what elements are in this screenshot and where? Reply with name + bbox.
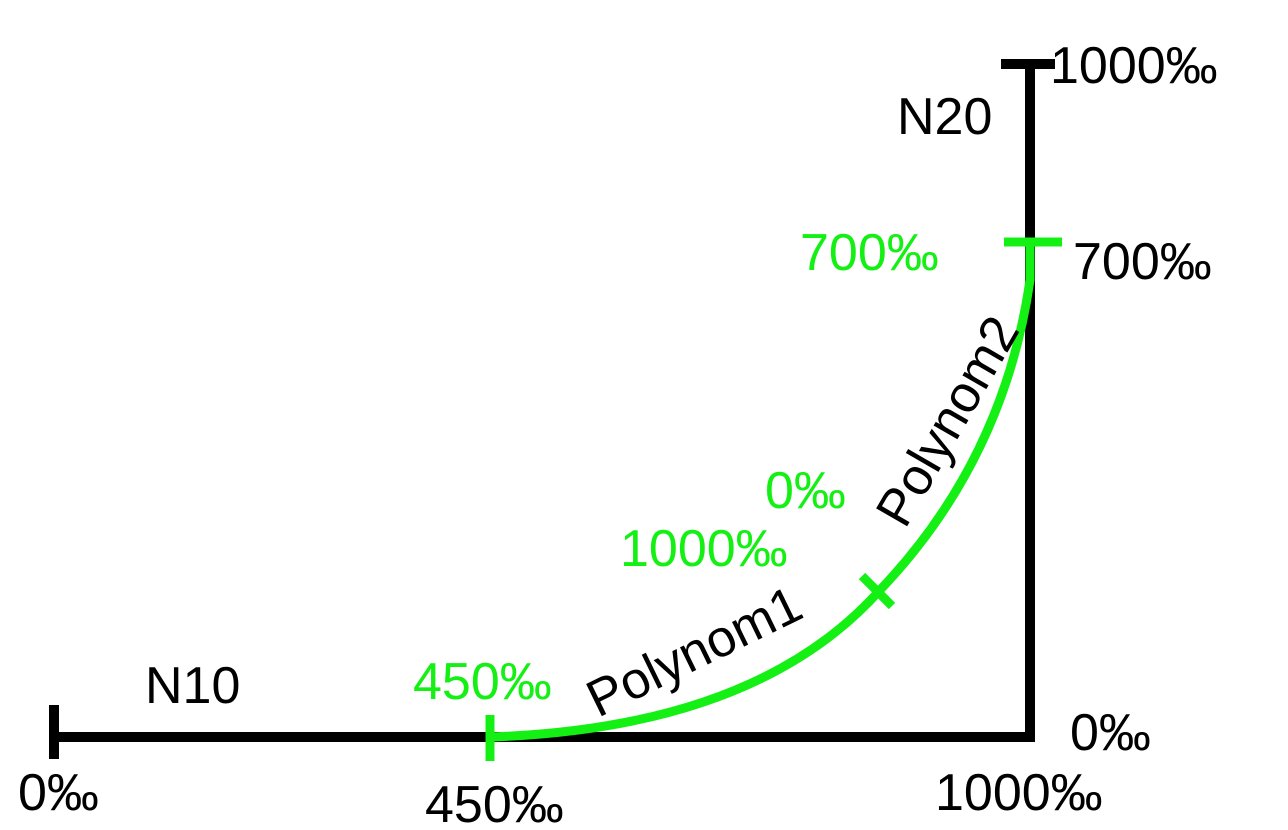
n10-split-label: 450‰ [425, 776, 564, 830]
polynom2-end-label: 700‰ [800, 224, 939, 282]
polynom1-start-label: 450‰ [413, 653, 552, 711]
polynom-junction-tick [858, 572, 896, 610]
n10-end-label: 1000‰ [935, 764, 1103, 822]
n10-name-label: N10 [145, 657, 240, 715]
n20-end-label: 1000‰ [1050, 37, 1218, 95]
n10-start-label: 0‰ [18, 764, 99, 822]
polynom-curve [489, 245, 1035, 742]
n20-split-label: 700‰ [1073, 233, 1212, 291]
polynom1-end-label: 1000‰ [620, 520, 788, 578]
polynom2-start-label: 0‰ [765, 462, 846, 520]
n20-name-label: N20 [897, 88, 992, 146]
n20-start-label: 0‰ [1070, 704, 1151, 762]
